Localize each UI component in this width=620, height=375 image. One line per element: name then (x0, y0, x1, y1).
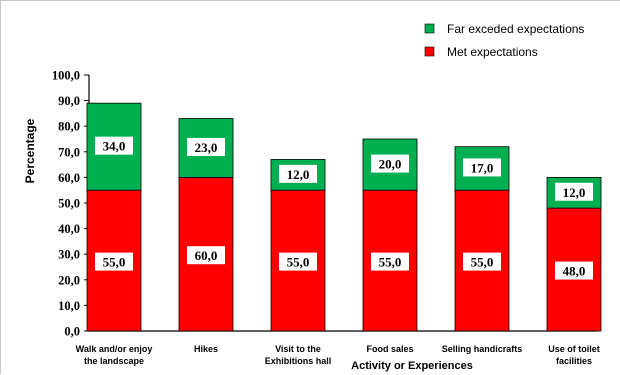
data-label-box (463, 252, 501, 271)
x-tick-label: Use of toilet facilities (548, 344, 600, 366)
y-tick-label: 60,0 (58, 171, 80, 185)
y-axis-label: Percentage (23, 118, 37, 183)
data-label-box (463, 158, 501, 177)
data-label: 12,0 (563, 185, 586, 200)
y-tick-label: 40,0 (58, 222, 80, 236)
x-tick-label: Food sales (366, 344, 413, 354)
legend-label: Met expectations (447, 45, 538, 59)
data-label: 55,0 (379, 255, 402, 270)
data-label: 60,0 (195, 248, 218, 263)
data-label: 34,0 (103, 139, 126, 154)
x-tick-label: Hikes (194, 344, 218, 354)
y-tick-label: 30,0 (58, 248, 80, 262)
x-tick-label: Visit to the Exhibitions hall (265, 344, 332, 366)
y-tick-label: 20,0 (58, 273, 80, 287)
y-tick-label: 0,0 (64, 325, 80, 339)
data-label-box (187, 137, 225, 156)
data-label-box (279, 164, 317, 183)
legend: Far exceded expectations Met expectations (424, 22, 584, 59)
legend-label: Far exceded expectations (447, 22, 584, 36)
x-axis-label: Activity or Experiences (351, 360, 473, 372)
data-label-box (279, 252, 317, 271)
data-label: 55,0 (103, 255, 126, 270)
data-label: 12,0 (287, 167, 310, 182)
data-label: 23,0 (195, 140, 218, 155)
legend-swatch (424, 23, 435, 34)
y-tick-label: 100,0 (52, 69, 80, 83)
axes: 0,0 10,0 20,0 30,0 40,0 50,0 60,0 70,0 80,0 90,0 1… (23, 69, 600, 373)
data-label: 55,0 (287, 255, 310, 270)
data-label: 17,0 (471, 160, 494, 175)
data-label-box (371, 252, 409, 271)
y-tick-label: 70,0 (58, 145, 80, 159)
data-label: 55,0 (471, 255, 494, 270)
bars (86, 102, 602, 332)
data-labels: 55,0 34,0 60,0 23,0 55,0 12,0 55,0 20,0 55,0 17,0… (95, 136, 593, 280)
y-tick-label: 80,0 (58, 120, 80, 134)
legend-swatch (424, 46, 435, 57)
x-tick-label: Walk and/or enjoy the landscape (76, 344, 153, 366)
y-tick-label: 10,0 (58, 299, 80, 313)
data-label-box (555, 182, 593, 201)
data-label: 48,0 (563, 264, 586, 279)
data-label-box (187, 246, 225, 265)
data-label: 20,0 (379, 157, 402, 172)
data-label-box (95, 252, 133, 271)
data-label-box (95, 136, 133, 155)
y-tick-label: 90,0 (58, 94, 80, 108)
y-tick-label: 50,0 (58, 197, 80, 211)
data-label-box (371, 154, 409, 173)
x-tick-label: Selling handicrafts (442, 344, 523, 354)
data-label-box (555, 261, 593, 280)
